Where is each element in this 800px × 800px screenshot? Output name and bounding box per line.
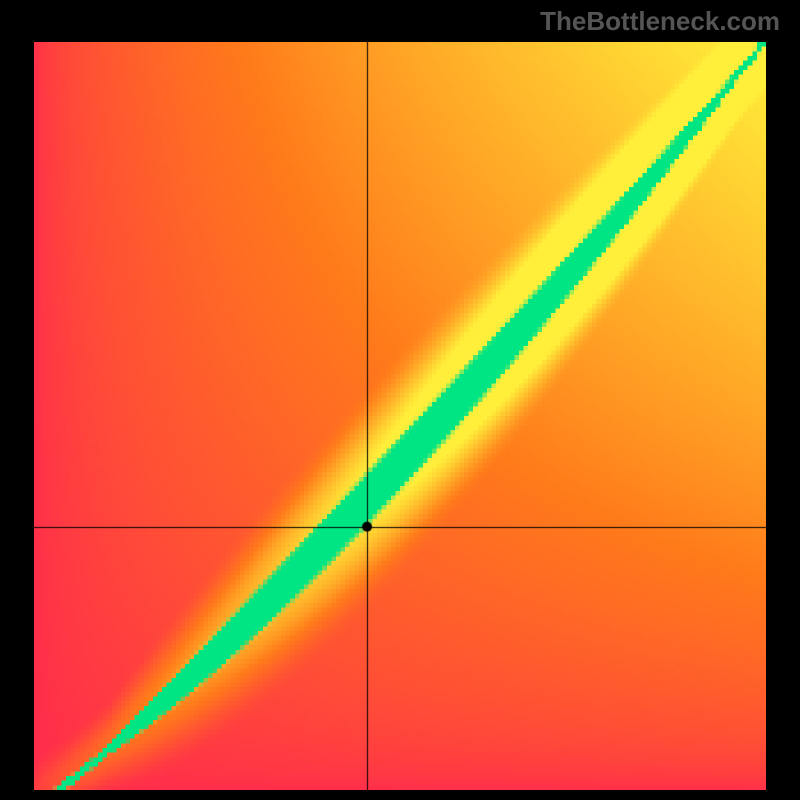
crosshair-overlay — [34, 42, 766, 790]
chart-container: TheBottleneck.com — [0, 0, 800, 800]
watermark-text: TheBottleneck.com — [540, 6, 780, 37]
